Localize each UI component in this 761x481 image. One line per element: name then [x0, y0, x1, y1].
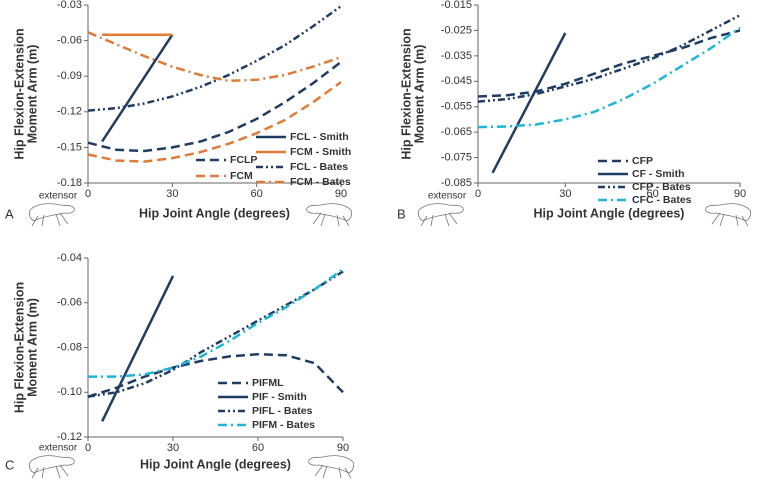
cat-leg: [711, 212, 749, 227]
y-tick-label: -0.055: [441, 101, 472, 113]
x-tick-label: 60: [252, 442, 264, 454]
series-line: [87, 5, 342, 112]
legend-label: CFP: [632, 155, 653, 167]
series-line: [491, 32, 567, 174]
x-tick-label: 0: [85, 442, 91, 454]
cat-leg: [420, 212, 458, 227]
annotation: extensor: [428, 191, 467, 202]
series-line: [87, 352, 344, 398]
x-tick-label: 90: [734, 188, 746, 200]
legend-label: PIF - Smith: [252, 391, 307, 403]
x-axis-label: Hip Joint Angle (degrees): [534, 206, 685, 220]
x-tick-label: 90: [335, 188, 347, 200]
series-line: [88, 268, 344, 378]
series-line: [477, 29, 741, 98]
x-tick-label: 30: [166, 188, 178, 200]
cat-icon: [306, 203, 352, 227]
x-tick-label: 0: [85, 188, 91, 200]
series-line: [477, 26, 741, 129]
annotation: extensor: [39, 443, 78, 454]
legend-label: PIFML: [252, 377, 284, 389]
y-axis-label: Moment Arm (m): [25, 298, 39, 397]
x-axis-label: Hip Joint Angle (degrees): [139, 206, 290, 220]
legend-label: PIFM - Bates: [252, 419, 315, 431]
legend-label: FCLP: [230, 154, 257, 166]
y-tick-label: -0.06: [57, 35, 82, 47]
cat-icon: [29, 203, 75, 227]
y-tick-label: -0.015: [441, 0, 472, 11]
x-axis-label: Hip Joint Angle (degrees): [140, 457, 291, 471]
y-tick-label: -0.06: [57, 297, 82, 309]
panel-letter: C: [5, 457, 14, 472]
y-tick-label: -0.025: [441, 24, 472, 36]
legend-label: FCM - Smith: [290, 146, 351, 158]
cat-leg: [314, 464, 352, 479]
y-tick-label: -0.045: [441, 75, 472, 87]
panel: -0.12 -0.10 -0.08 -0.06 -0.04 0 30 60 90 Hip Join…: [5, 252, 354, 479]
series-line: [477, 14, 741, 103]
x-tick-label: 60: [647, 188, 659, 200]
x-tick-label: 90: [337, 442, 349, 454]
annotation: extensor: [39, 191, 78, 202]
y-tick-label: -0.04: [57, 252, 82, 264]
legend-label: CF - Smith: [632, 168, 685, 180]
legend-label: FCM - Bates: [290, 176, 351, 188]
y-axis-label: Moment Arm (m): [412, 45, 426, 144]
y-tick-label: -0.10: [57, 386, 82, 398]
cat-leg: [31, 464, 69, 479]
cat-leg: [31, 212, 69, 227]
y-tick-label: -0.08: [57, 341, 82, 353]
series-line: [87, 61, 342, 153]
panel: -0.18 -0.15 -0.12 -0.09 -0.06 -0.03 0 30 60 90 Hip…: [5, 0, 352, 227]
cat-icon: [29, 455, 75, 479]
y-tick-label: -0.03: [57, 0, 82, 11]
series-line: [87, 270, 344, 398]
series-line: [101, 275, 175, 422]
legend-label: CFC - Bates: [632, 194, 692, 206]
x-tick-label: 30: [559, 188, 571, 200]
series-line: [87, 81, 342, 163]
y-axis-label: Moment Arm (m): [25, 45, 39, 144]
x-tick-label: 60: [251, 188, 263, 200]
cat-icon: [308, 455, 354, 479]
y-tick-label: -0.075: [441, 151, 472, 163]
legend-label: PIFL - Bates: [252, 405, 313, 417]
cat-outline: [705, 203, 751, 221]
legend-label: FCM: [230, 170, 253, 182]
panel: -0.085 -0.075 -0.065 -0.055 -0.045 -0.035 -0.0…: [397, 0, 751, 227]
panel-letter: B: [397, 206, 406, 221]
y-axis-label: Hip Flexion-Extension: [399, 28, 413, 159]
y-tick-label: -0.035: [441, 50, 472, 62]
cat-icon: [418, 203, 464, 227]
series-line: [101, 34, 174, 143]
cat-outline: [418, 203, 464, 221]
legend-label: FCL - Smith: [290, 131, 349, 143]
y-tick-label: -0.18: [57, 177, 82, 189]
y-tick-label: -0.085: [441, 177, 472, 189]
cat-outline: [308, 455, 354, 473]
x-tick-label: 0: [475, 188, 481, 200]
cat-outline: [29, 455, 75, 473]
y-tick-label: -0.12: [57, 431, 82, 443]
y-tick-label: -0.12: [57, 106, 82, 118]
y-axis-label: Hip Flexion-Extension: [12, 28, 26, 159]
cat-outline: [306, 203, 352, 221]
y-axis-label: Hip Flexion-Extension: [12, 282, 26, 413]
series-line: [87, 31, 342, 83]
legend-label: FCL - Bates: [290, 161, 348, 173]
y-tick-label: -0.15: [57, 141, 82, 153]
cat-outline: [29, 203, 75, 221]
y-tick-label: -0.065: [441, 126, 472, 138]
x-tick-label: 30: [167, 442, 179, 454]
panel-letter: A: [5, 206, 14, 221]
cat-leg: [312, 212, 350, 227]
cat-icon: [705, 203, 751, 227]
y-tick-label: -0.09: [57, 70, 82, 82]
legend-label: CFP - Bates: [632, 181, 691, 193]
